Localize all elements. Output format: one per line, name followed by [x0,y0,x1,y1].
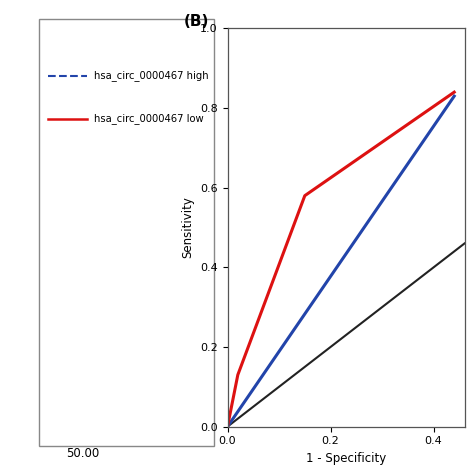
Text: (B): (B) [183,14,209,29]
Text: hsa_circ_0000467 high: hsa_circ_0000467 high [94,70,209,82]
Bar [39,19,214,446]
Y-axis label: Sensitivity: Sensitivity [182,197,194,258]
Text: 50.00: 50.00 [66,447,100,460]
X-axis label: 1 - Specificity: 1 - Specificity [306,452,386,465]
Text: hsa_circ_0000467 low: hsa_circ_0000467 low [94,113,203,124]
